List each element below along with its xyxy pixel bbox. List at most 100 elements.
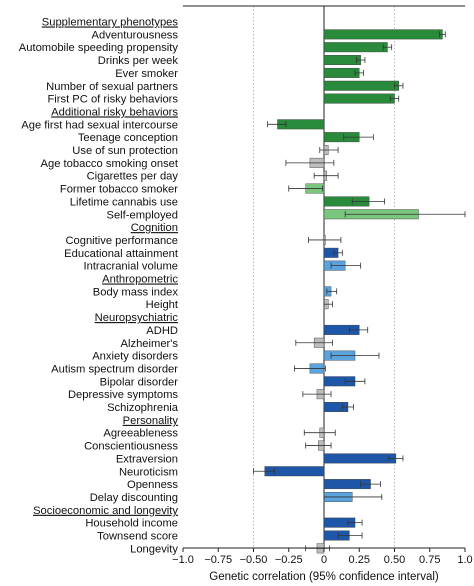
- bar-row: Bipolar disorder: [100, 376, 366, 388]
- section-header: Cognition: [131, 222, 178, 234]
- row-label: Cognitive performance: [65, 235, 178, 247]
- bar-row: Townsend score: [97, 531, 363, 543]
- bar-row: Intracranial volume: [83, 261, 362, 273]
- bar: [323, 67, 360, 78]
- bar-row: Cigarettes per day: [87, 171, 339, 183]
- x-tick-label: −0.50: [240, 554, 268, 566]
- bar-row: Delay discounting: [90, 492, 383, 504]
- x-tick-label: −1.0: [172, 554, 194, 566]
- bar-row: Body mass index: [93, 286, 338, 298]
- bar: [323, 453, 397, 464]
- row-label: Teenage conception: [78, 132, 178, 144]
- bar-row: Neuroticism: [119, 466, 325, 478]
- bar: [323, 93, 395, 104]
- section-header-label: Personality: [123, 415, 179, 427]
- bar-row: Openness: [127, 479, 381, 491]
- bar: [323, 80, 399, 91]
- section-header: Additional risky behaviors: [51, 106, 178, 118]
- section-header-label: Socioeconomic and longevity: [33, 505, 178, 517]
- bar-row: Anxiety disorders: [92, 351, 380, 363]
- bar-row: Age first had sexual intercourse: [21, 119, 325, 131]
- row-label: ADHD: [146, 325, 178, 337]
- section-header-label: Cognition: [131, 222, 178, 234]
- bar-row: Lifetime cannabis use: [70, 196, 386, 208]
- row-label: Conscientiousness: [84, 441, 178, 453]
- section-header-label: Supplementary phenotypes: [42, 17, 179, 29]
- row-label: Depressive symptoms: [68, 389, 178, 401]
- section-header-label: Additional risky behaviors: [51, 106, 178, 118]
- bar-row: Schizophrenia: [107, 402, 355, 414]
- section-header-label: Anthropometric: [102, 274, 178, 286]
- row-label: Autism spectrum disorder: [51, 363, 178, 375]
- row-label: Use of sun protection: [72, 145, 178, 157]
- row-label: Extraversion: [116, 453, 178, 465]
- bar-row: Use of sun protection: [72, 145, 339, 157]
- x-tick-label: 1.0: [457, 554, 472, 566]
- row-label: Educational attainment: [64, 248, 179, 260]
- bar-row: First PC of risky behaviors: [47, 93, 400, 106]
- bar-row: Cognitive performance: [65, 235, 342, 247]
- section-header: Anthropometric: [102, 274, 178, 286]
- rows-layer: Supplementary phenotypesAdventurousnessA…: [19, 5, 466, 555]
- row-label: Body mass index: [93, 286, 179, 298]
- bar-row: Depressive symptoms: [68, 389, 332, 401]
- bar-row: Household income: [85, 518, 363, 530]
- x-tick-label: 0.25: [349, 554, 370, 566]
- section-header: Supplementary phenotypes: [42, 17, 179, 29]
- x-tick-label: 0.75: [419, 554, 440, 566]
- bar-row: Educational attainment: [64, 248, 343, 260]
- x-axis-title: Genetic correlation (95% confidence inte…: [209, 571, 439, 583]
- bar-row: Number of sexual partners: [46, 80, 404, 93]
- row-label: Former tobacco smoker: [60, 184, 178, 196]
- x-tick-label: 0.50: [384, 554, 405, 566]
- bar-row: Adventurousness: [92, 29, 446, 41]
- section-header: Personality: [123, 415, 179, 427]
- bar-row: Extraversion: [116, 453, 404, 465]
- row-label: Agreeableness: [103, 428, 178, 440]
- row-label: Longevity: [130, 543, 178, 555]
- row-label: Household income: [85, 518, 178, 530]
- bar-row: Age tobacco smoking onset: [41, 158, 335, 170]
- row-label: Bipolar disorder: [100, 376, 179, 388]
- row-label: Number of sexual partners: [46, 81, 178, 93]
- x-tick-label: −0.75: [204, 554, 232, 566]
- bar-row: Alzheimer's: [121, 338, 333, 350]
- x-axis: −1.0 −0.75 −0.50 −0.25 0 0.25 0.50 0.75 1.0: [172, 547, 473, 566]
- bar-row: Automobile speeding propensity: [19, 42, 393, 54]
- row-label: Anxiety disorders: [92, 351, 178, 363]
- bar-row: Height: [146, 299, 333, 311]
- row-label: Automobile speeding propensity: [19, 42, 179, 54]
- bar-row: Ever smoker: [115, 67, 364, 80]
- row-label: Height: [146, 299, 179, 311]
- row-label: Townsend score: [97, 531, 178, 543]
- row-label: Adventurousness: [92, 29, 179, 41]
- row-label: Neuroticism: [119, 466, 178, 478]
- row-label: Age tobacco smoking onset: [41, 158, 179, 170]
- row-label: Schizophrenia: [107, 402, 179, 414]
- section-header: Socioeconomic and longevity: [33, 505, 178, 517]
- x-tick-label: 0: [321, 554, 327, 566]
- bar-row: Teenage conception: [78, 132, 374, 144]
- bar-row: Drinks per week: [98, 55, 366, 67]
- bar-row: Conscientiousness: [84, 441, 332, 453]
- bar: [323, 42, 388, 53]
- x-tick-label: −0.25: [275, 554, 303, 566]
- row-label: Self-employed: [106, 209, 178, 221]
- bar-row: Autism spectrum disorder: [51, 363, 326, 375]
- section-header-label: Neuropsychiatric: [95, 312, 179, 324]
- row-label: Alzheimer's: [121, 338, 179, 350]
- bar-row: Self-employed: [106, 209, 466, 221]
- row-label: Lifetime cannabis use: [70, 196, 178, 208]
- row-label: Drinks per week: [98, 55, 179, 67]
- row-label: Ever smoker: [115, 68, 178, 80]
- row-label: First PC of risky behaviors: [47, 94, 178, 106]
- section-header: Neuropsychiatric: [95, 312, 179, 324]
- row-label: Age first had sexual intercourse: [21, 119, 178, 131]
- bar: [323, 29, 443, 40]
- row-label: Delay discounting: [90, 492, 178, 504]
- bar-row: Agreeableness: [103, 428, 336, 440]
- bar-row: Former tobacco smoker: [60, 184, 325, 196]
- bar: [323, 55, 361, 65]
- row-label: Cigarettes per day: [87, 171, 179, 183]
